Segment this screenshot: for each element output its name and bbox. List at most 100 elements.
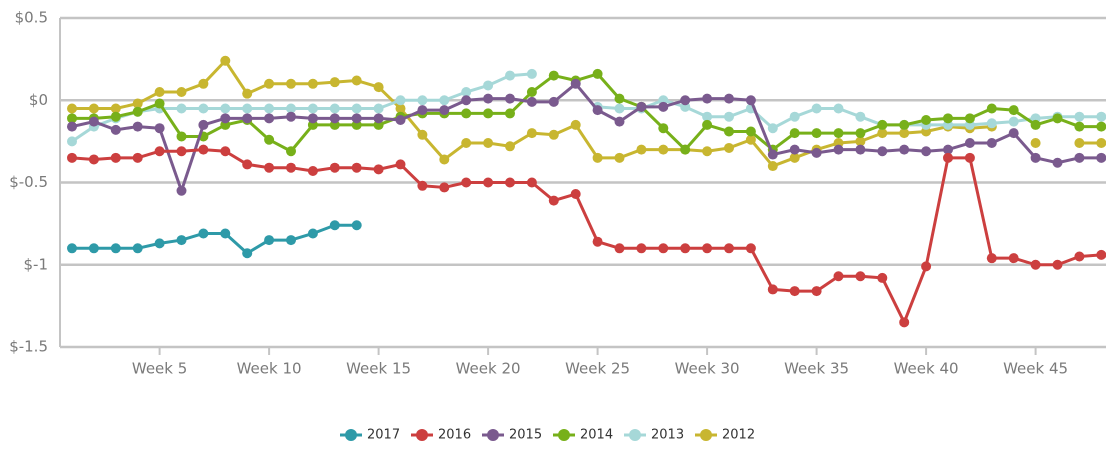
point (176, 131, 187, 142)
point (1008, 128, 1019, 139)
point (461, 138, 472, 149)
point (877, 272, 888, 283)
legend-label: 2013 (651, 428, 684, 443)
point (636, 101, 647, 112)
point (767, 161, 778, 172)
point (964, 113, 975, 124)
point (855, 271, 866, 282)
point (417, 105, 428, 116)
point (417, 129, 428, 140)
point (307, 165, 318, 176)
point (395, 114, 406, 125)
legend-label: 2012 (722, 428, 755, 443)
point (921, 261, 932, 272)
point (1096, 121, 1106, 132)
point (877, 146, 888, 157)
point (242, 159, 253, 170)
point (220, 55, 231, 66)
point (724, 93, 734, 104)
point (658, 243, 669, 254)
point (1030, 138, 1041, 149)
point (351, 113, 362, 124)
point (264, 134, 275, 145)
point (67, 121, 77, 132)
legend-swatch (487, 429, 499, 441)
point (373, 164, 384, 175)
point (702, 243, 713, 254)
point (702, 93, 713, 104)
point (767, 123, 778, 134)
point (483, 177, 494, 188)
point (176, 235, 187, 246)
point (242, 113, 253, 124)
point (526, 128, 537, 139)
point (329, 113, 340, 124)
point (395, 95, 406, 106)
point (789, 128, 800, 139)
point (548, 195, 559, 206)
point (680, 95, 691, 106)
point (67, 103, 77, 114)
point (592, 68, 603, 79)
point (286, 111, 296, 122)
point (329, 220, 340, 231)
point (264, 113, 275, 124)
point (833, 144, 844, 155)
point (132, 243, 143, 254)
point (461, 95, 472, 106)
point (154, 98, 165, 109)
point (329, 162, 340, 173)
point (592, 105, 603, 116)
legend-swatch (416, 429, 428, 441)
point (110, 111, 121, 122)
point (614, 93, 625, 104)
point (1074, 111, 1085, 122)
point (88, 154, 99, 165)
point (745, 126, 756, 137)
legend-label: 2015 (509, 428, 542, 443)
point (1074, 121, 1085, 132)
point (154, 123, 165, 134)
point (1096, 138, 1106, 149)
point (417, 95, 428, 106)
point (329, 103, 340, 114)
point (1008, 116, 1019, 127)
point (986, 253, 997, 264)
point (329, 77, 340, 88)
point (964, 138, 975, 149)
point (877, 128, 888, 139)
point (811, 103, 822, 114)
point (505, 93, 515, 104)
point (110, 124, 121, 135)
point (461, 87, 472, 98)
point (67, 113, 77, 124)
point (855, 144, 866, 155)
point (899, 128, 910, 139)
point (286, 162, 296, 173)
point (745, 243, 756, 254)
point (745, 95, 756, 106)
point (132, 106, 143, 117)
point (1030, 259, 1041, 270)
point (373, 113, 384, 124)
point (789, 111, 800, 122)
point (1052, 113, 1063, 124)
point (67, 243, 77, 254)
point (833, 271, 844, 282)
legend-label: 2017 (367, 428, 400, 443)
point (176, 185, 187, 196)
point (88, 116, 99, 127)
point (702, 111, 713, 122)
point (198, 119, 209, 130)
point (286, 78, 296, 89)
point (745, 134, 756, 145)
legend-label: 2014 (580, 428, 613, 443)
point (483, 108, 494, 119)
point (461, 108, 472, 119)
point (154, 146, 165, 157)
point (242, 103, 253, 114)
point (614, 103, 625, 114)
point (943, 152, 953, 163)
point (614, 152, 625, 163)
